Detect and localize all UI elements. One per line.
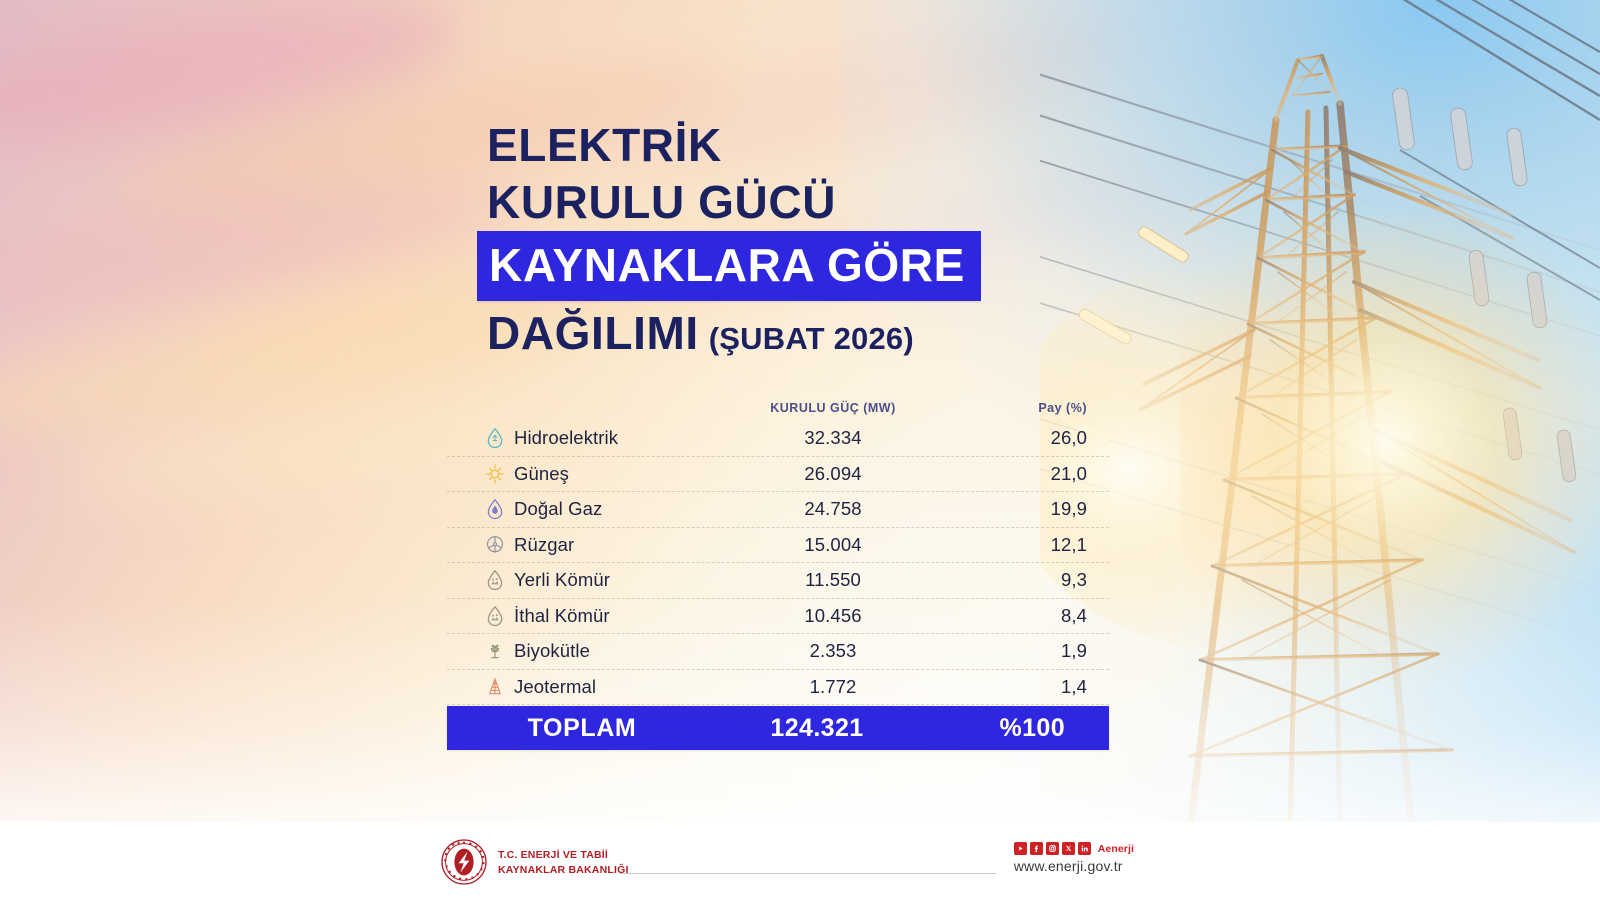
biomass-icon bbox=[485, 640, 505, 662]
cell-share: 1,4 bbox=[1060, 675, 1087, 697]
cell-source: Rüzgar bbox=[485, 534, 717, 556]
cell-power: 10.456 bbox=[804, 604, 862, 626]
cell-source: Yerli Kömür bbox=[485, 569, 717, 591]
social-icon-row: Aenerji bbox=[1013, 842, 1134, 855]
footer-bar: T.C. ENERJİ VE TABİİ KAYNAKLAR BAKANLIĞI bbox=[0, 822, 1600, 900]
cell-share: 12,1 bbox=[1050, 533, 1087, 555]
cell-power: 1.772 bbox=[809, 675, 857, 697]
cell-share: 26,0 bbox=[1050, 427, 1087, 449]
sun-icon bbox=[485, 463, 505, 485]
cell-share: 21,0 bbox=[1050, 462, 1087, 484]
source-label: Hidroelektrik bbox=[514, 427, 619, 449]
ministry-name: T.C. ENERJİ VE TABİİ KAYNAKLAR BAKANLIĞI bbox=[498, 847, 629, 877]
table-row: Yerli Kömür 11.550 9,3 bbox=[447, 563, 1109, 599]
cell-source: Jeotermal bbox=[485, 676, 717, 698]
energy-sources-table: KURULU GÜÇ (MW) Pay (%) Hidroelektrik 32… bbox=[447, 395, 1109, 705]
total-power: 124.321 bbox=[770, 713, 864, 742]
cell-source: Doğal Gaz bbox=[485, 498, 717, 520]
title-line-1: ELEKTRİK bbox=[487, 119, 722, 171]
website-url[interactable]: www.enerji.gov.tr bbox=[1013, 858, 1123, 874]
title-highlight: KAYNAKLARA GÖRE bbox=[477, 231, 981, 301]
source-label: Doğal Gaz bbox=[514, 498, 603, 520]
table-row: Güneş 26.094 21,0 bbox=[447, 457, 1109, 492]
cell-source: Hidroelektrik bbox=[485, 427, 717, 449]
table-row: Hidroelektrik 32.334 26,0 bbox=[447, 421, 1109, 457]
cell-power: 11.550 bbox=[805, 569, 861, 591]
instagram-icon[interactable] bbox=[1045, 842, 1059, 855]
ministry-brand: T.C. ENERJİ VE TABİİ KAYNAKLAR BAKANLIĞI bbox=[440, 838, 629, 886]
cell-share: 1,9 bbox=[1060, 640, 1087, 662]
water-drop-icon bbox=[485, 427, 505, 449]
source-label: Güneş bbox=[514, 462, 570, 484]
source-label: Rüzgar bbox=[514, 533, 575, 555]
wind-turbine-icon bbox=[485, 534, 505, 556]
source-label: Yerli Kömür bbox=[514, 569, 611, 591]
geothermal-icon bbox=[485, 676, 505, 698]
x-twitter-icon[interactable] bbox=[1061, 842, 1075, 855]
table-header-row: KURULU GÜÇ (MW) Pay (%) bbox=[447, 395, 1109, 421]
table-row: Biyokütle 2.353 1,9 bbox=[447, 634, 1109, 670]
coal-icon bbox=[485, 605, 505, 627]
title-line-4: DAĞILIMI bbox=[487, 307, 699, 359]
cell-power: 15.004 bbox=[804, 533, 862, 555]
table-row: Rüzgar 15.004 12,1 bbox=[447, 528, 1109, 563]
cell-power: 24.758 bbox=[804, 498, 862, 520]
title-period: (ŞUBAT 2026) bbox=[708, 321, 914, 356]
source-label: İthal Kömür bbox=[514, 604, 610, 626]
cell-share: 9,3 bbox=[1060, 569, 1087, 591]
total-row: TOPLAM 124.321 %100 bbox=[447, 706, 1109, 750]
facebook-icon[interactable] bbox=[1029, 842, 1043, 855]
cell-source: Güneş bbox=[485, 463, 717, 485]
source-label: Biyokütle bbox=[514, 640, 590, 662]
header-share: Pay (%) bbox=[1038, 401, 1087, 415]
total-label: TOPLAM bbox=[527, 713, 637, 742]
cell-source: Biyokütle bbox=[485, 640, 717, 662]
gas-flame-icon bbox=[485, 498, 505, 520]
social-handle[interactable]: Aenerji bbox=[1097, 842, 1134, 855]
total-share: %100 bbox=[999, 713, 1065, 742]
ministry-line-2: KAYNAKLAR BAKANLIĞI bbox=[498, 864, 629, 876]
page-title: ELEKTRİK KURULU GÜCÜ KAYNAKLARA GÖRE DAĞ… bbox=[477, 117, 981, 371]
table-row: Jeotermal 1.772 1,4 bbox=[447, 670, 1109, 705]
footer-divider bbox=[620, 873, 996, 874]
social-block: Aenerji www.enerji.gov.tr bbox=[1013, 842, 1134, 874]
linkedin-icon[interactable] bbox=[1077, 842, 1091, 855]
header-installed-power: KURULU GÜÇ (MW) bbox=[770, 401, 896, 415]
ministry-line-1: T.C. ENERJİ VE TABİİ bbox=[498, 849, 608, 861]
ministry-seal-icon bbox=[440, 838, 488, 886]
cell-share: 8,4 bbox=[1060, 604, 1087, 626]
table-row: İthal Kömür 10.456 8,4 bbox=[447, 599, 1109, 634]
youtube-icon[interactable] bbox=[1013, 842, 1027, 855]
footer-inner: T.C. ENERJİ VE TABİİ KAYNAKLAR BAKANLIĞI bbox=[0, 822, 1600, 900]
source-label: Jeotermal bbox=[514, 675, 597, 697]
title-line-2: KURULU GÜCÜ bbox=[487, 176, 837, 228]
title-line-4-wrapper: DAĞILIMI (ŞUBAT 2026) bbox=[487, 301, 981, 371]
cell-power: 2.353 bbox=[809, 640, 857, 662]
cell-source: İthal Kömür bbox=[485, 605, 717, 627]
cell-share: 19,9 bbox=[1050, 498, 1087, 520]
cell-power: 32.334 bbox=[804, 427, 862, 449]
coal-icon bbox=[485, 569, 505, 591]
table-row: Doğal Gaz 24.758 19,9 bbox=[447, 492, 1109, 528]
title-line-3-wrapper: KAYNAKLARA GÖRE bbox=[477, 231, 981, 301]
cell-power: 26.094 bbox=[804, 462, 862, 484]
